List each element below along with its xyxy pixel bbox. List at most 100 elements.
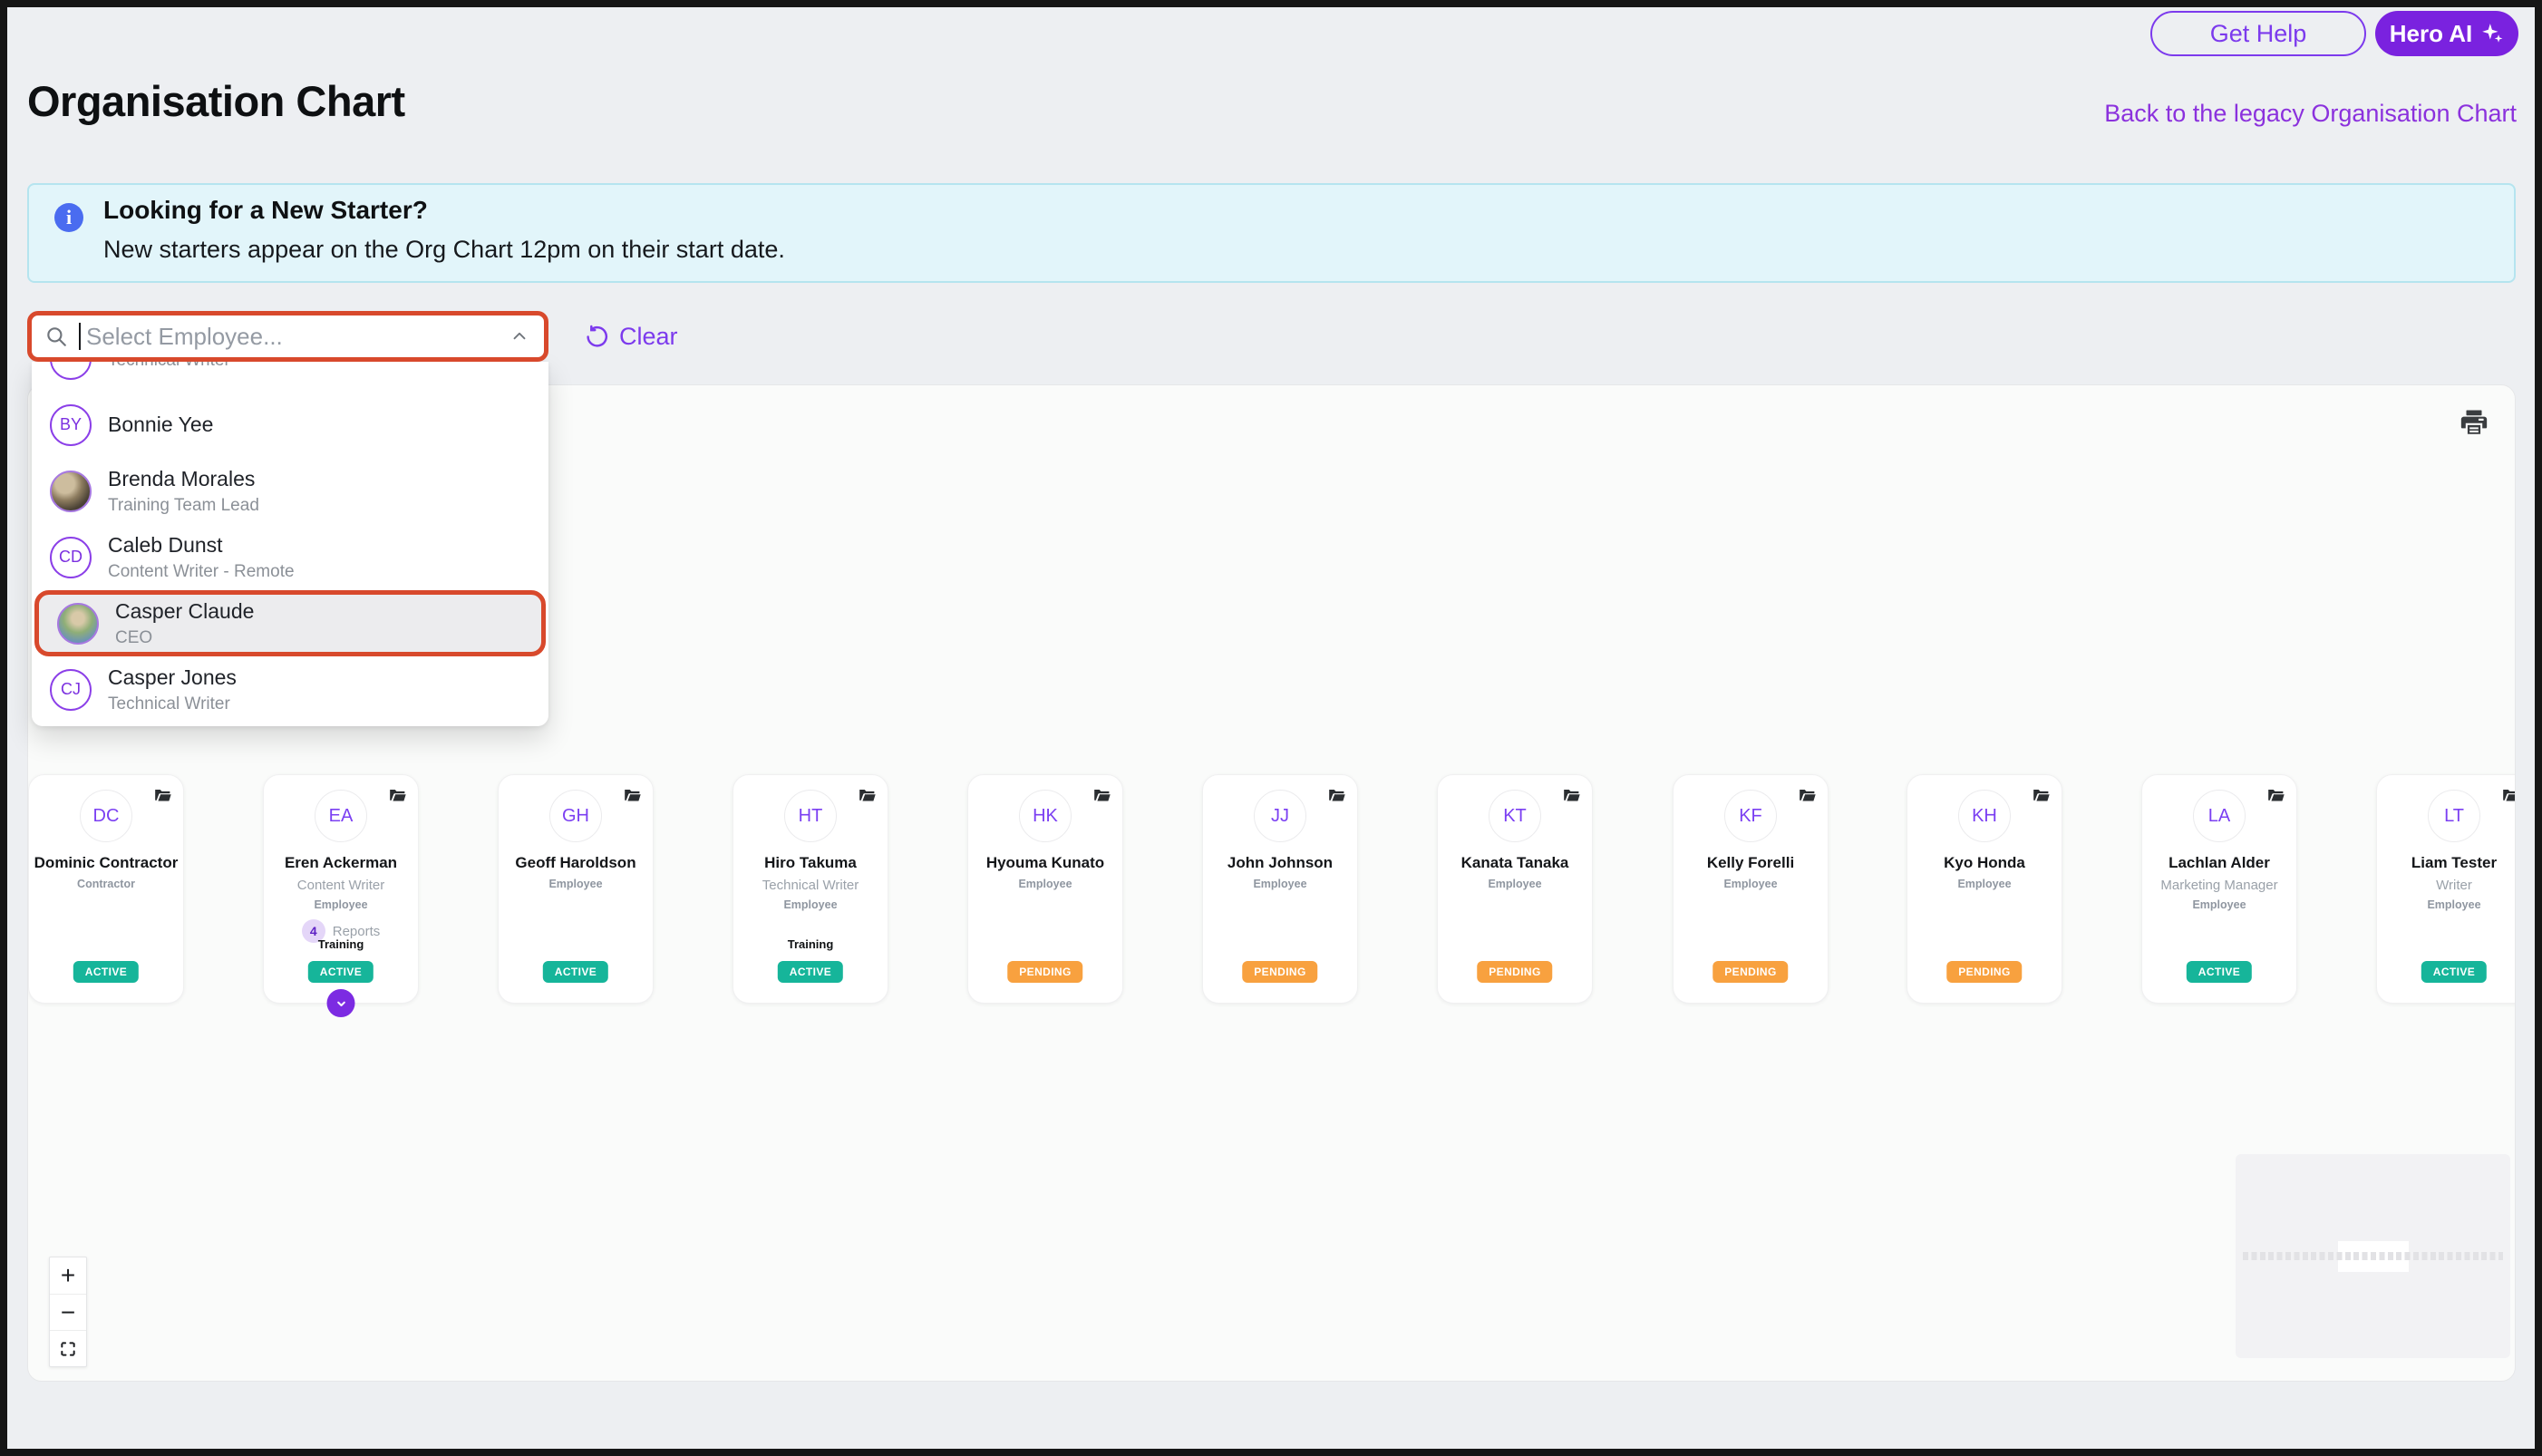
employee-card-lachlan-alder[interactable]: LA Lachlan Alder Marketing Manager Emplo… xyxy=(2141,774,2297,1004)
status-badge: PENDING xyxy=(1242,961,1318,983)
dropdown-item-casper-jones[interactable]: CJ Casper Jones Technical Writer xyxy=(32,656,548,723)
employee-card-geoff-haroldson[interactable]: GH Geoff Haroldson Employee ACTIVE xyxy=(498,774,654,1004)
avatar: GH xyxy=(549,790,602,842)
folder-icon[interactable] xyxy=(153,786,172,805)
print-icon[interactable] xyxy=(2459,407,2489,442)
hero-ai-button[interactable]: Hero AI xyxy=(2375,11,2518,56)
employment-type: Employee xyxy=(314,898,368,911)
training-label: Training xyxy=(317,937,364,951)
status-badge: ACTIVE xyxy=(2421,961,2488,983)
folder-icon[interactable] xyxy=(2266,786,2285,805)
avatar xyxy=(50,362,92,380)
avatar-photo xyxy=(57,602,99,645)
dropdown-item-casper-claude[interactable]: Casper Claude CEO xyxy=(34,590,546,656)
folder-icon[interactable] xyxy=(1327,786,1346,805)
folder-icon[interactable] xyxy=(1092,786,1111,805)
dropdown-item-caleb-dunst[interactable]: CD Caleb Dunst Content Writer - Remote xyxy=(32,524,548,590)
banner-title: Looking for a New Starter? xyxy=(103,196,428,224)
avatar-initials: KH xyxy=(1972,805,1997,826)
reports-number: 4 xyxy=(301,919,325,943)
employment-type: Employee xyxy=(1253,878,1307,890)
employee-card-dominic-contractor[interactable]: DC Dominic Contractor Contractor ACTIVE xyxy=(28,774,184,1004)
folder-icon[interactable] xyxy=(388,786,407,805)
employee-select[interactable] xyxy=(27,311,548,362)
employee-role: Content Writer xyxy=(296,878,385,893)
employee-select-input[interactable] xyxy=(84,321,509,352)
avatar-initials: KF xyxy=(1739,805,1762,826)
status-badge: ACTIVE xyxy=(777,961,844,983)
dropdown-item-bonnie-yee[interactable]: BY Bonnie Yee xyxy=(32,392,548,458)
status-badge: ACTIVE xyxy=(542,961,609,983)
reports-label: Reports xyxy=(332,923,381,939)
avatar: LA xyxy=(2193,790,2246,842)
zoom-out-button[interactable]: − xyxy=(50,1294,86,1330)
employee-card-kyo-honda[interactable]: KH Kyo Honda Employee PENDING xyxy=(1906,774,2062,1004)
employee-name: Kyo Honda xyxy=(1944,854,2025,871)
avatar: HK xyxy=(1019,790,1072,842)
text-cursor xyxy=(79,323,81,350)
dropdown-item-partial[interactable]: Technical Writer xyxy=(32,362,548,392)
employment-type: Contractor xyxy=(77,878,135,890)
fit-view-button[interactable] xyxy=(50,1330,86,1366)
avatar: EA xyxy=(315,790,367,842)
employee-card-eren-ackerman[interactable]: EA Eren Ackerman Content Writer Employee… xyxy=(263,774,419,1017)
employment-type: Employee xyxy=(1018,878,1072,890)
avatar-initials: DC xyxy=(92,805,120,826)
employment-type: Employee xyxy=(1957,878,2012,890)
employee-card-hyouma-kunato[interactable]: HK Hyouma Kunato Employee PENDING xyxy=(967,774,1123,1004)
get-help-label: Get Help xyxy=(2209,19,2307,47)
minimap[interactable] xyxy=(2236,1154,2510,1358)
clear-label: Clear xyxy=(619,323,678,350)
dropdown-item-brenda-morales[interactable]: Brenda Morales Training Team Lead xyxy=(32,458,548,524)
status-badge: PENDING xyxy=(1946,961,2023,983)
org-chart-canvas[interactable]: DC Dominic Contractor Contractor ACTIVE … xyxy=(27,384,2516,1382)
employment-type: Employee xyxy=(2192,898,2246,911)
avatar-initials: LT xyxy=(2444,805,2464,826)
zoom-in-button[interactable]: + xyxy=(60,1261,76,1289)
employee-role: Technical Writer xyxy=(108,694,230,713)
chevron-up-icon[interactable] xyxy=(509,326,529,346)
employee-card-john-johnson[interactable]: JJ John Johnson Employee PENDING xyxy=(1202,774,1358,1004)
get-help-button[interactable]: Get Help xyxy=(2150,11,2366,56)
avatar-initials: EA xyxy=(328,805,354,826)
folder-icon[interactable] xyxy=(623,786,642,805)
employee-name: John Johnson xyxy=(1227,854,1334,871)
employee-name: Caleb Dunst xyxy=(108,532,223,557)
hero-ai-label: Hero AI xyxy=(2389,19,2473,47)
avatar: KF xyxy=(1724,790,1777,842)
info-icon: i xyxy=(54,203,83,232)
folder-icon[interactable] xyxy=(1562,786,1581,805)
clear-button[interactable]: Clear xyxy=(585,323,678,351)
folder-icon[interactable] xyxy=(2501,786,2515,805)
employee-card-kanata-tanaka[interactable]: KT Kanata Tanaka Employee PENDING xyxy=(1437,774,1593,1004)
avatar-initials: HT xyxy=(798,805,823,826)
folder-icon[interactable] xyxy=(1798,786,1817,805)
employee-role: Marketing Manager xyxy=(2160,878,2278,893)
employee-name: Hyouma Kunato xyxy=(985,854,1105,871)
search-icon xyxy=(44,325,68,348)
page-title: Organisation Chart xyxy=(27,77,405,125)
expand-reports-button[interactable] xyxy=(326,989,355,1017)
employee-name: Geoff Haroldson xyxy=(515,854,636,871)
employee-name: Casper Jones xyxy=(108,665,237,689)
employee-card-kelly-forelli[interactable]: KF Kelly Forelli Employee PENDING xyxy=(1673,774,1829,1004)
status-badge: PENDING xyxy=(1477,961,1553,983)
employee-role: Training Team Lead xyxy=(108,495,259,515)
avatar: JJ xyxy=(1254,790,1306,842)
employee-name: Eren Ackerman xyxy=(284,854,398,871)
employee-name: Dominic Contractor xyxy=(34,854,179,871)
employee-name: Kelly Forelli xyxy=(1706,854,1795,871)
employee-name: Casper Claude xyxy=(115,598,255,623)
employee-name: Liam Tester xyxy=(2411,854,2498,871)
employee-name: Kanata Tanaka xyxy=(1460,854,1569,871)
employee-card-hiro-takuma[interactable]: HT Hiro Takuma Technical Writer Employee… xyxy=(733,774,888,1004)
employee-card-liam-tester[interactable]: LT Liam Tester Writer Employee ACTIVE xyxy=(2376,774,2515,1004)
legacy-org-chart-link[interactable]: Back to the legacy Organisation Chart xyxy=(2104,100,2517,127)
folder-icon[interactable] xyxy=(2032,786,2051,805)
status-badge: PENDING xyxy=(1712,961,1789,983)
reset-icon xyxy=(585,325,609,349)
canvas-controls: + − xyxy=(49,1257,87,1367)
employment-type: Employee xyxy=(783,898,838,911)
folder-icon[interactable] xyxy=(858,786,877,805)
